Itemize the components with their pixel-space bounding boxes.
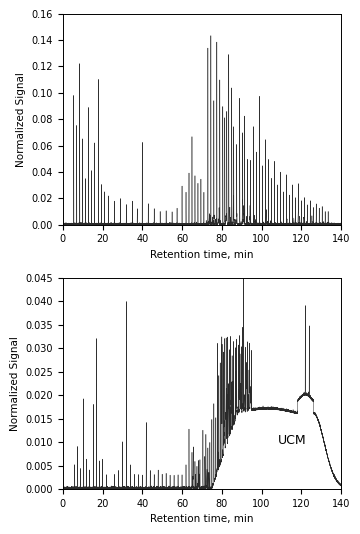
- Text: UCM: UCM: [278, 434, 306, 447]
- Y-axis label: Normalized Signal: Normalized Signal: [10, 336, 20, 431]
- X-axis label: Retention time, min: Retention time, min: [150, 514, 254, 524]
- X-axis label: Retention time, min: Retention time, min: [150, 250, 254, 260]
- Y-axis label: Normalized Signal: Normalized Signal: [16, 72, 26, 167]
